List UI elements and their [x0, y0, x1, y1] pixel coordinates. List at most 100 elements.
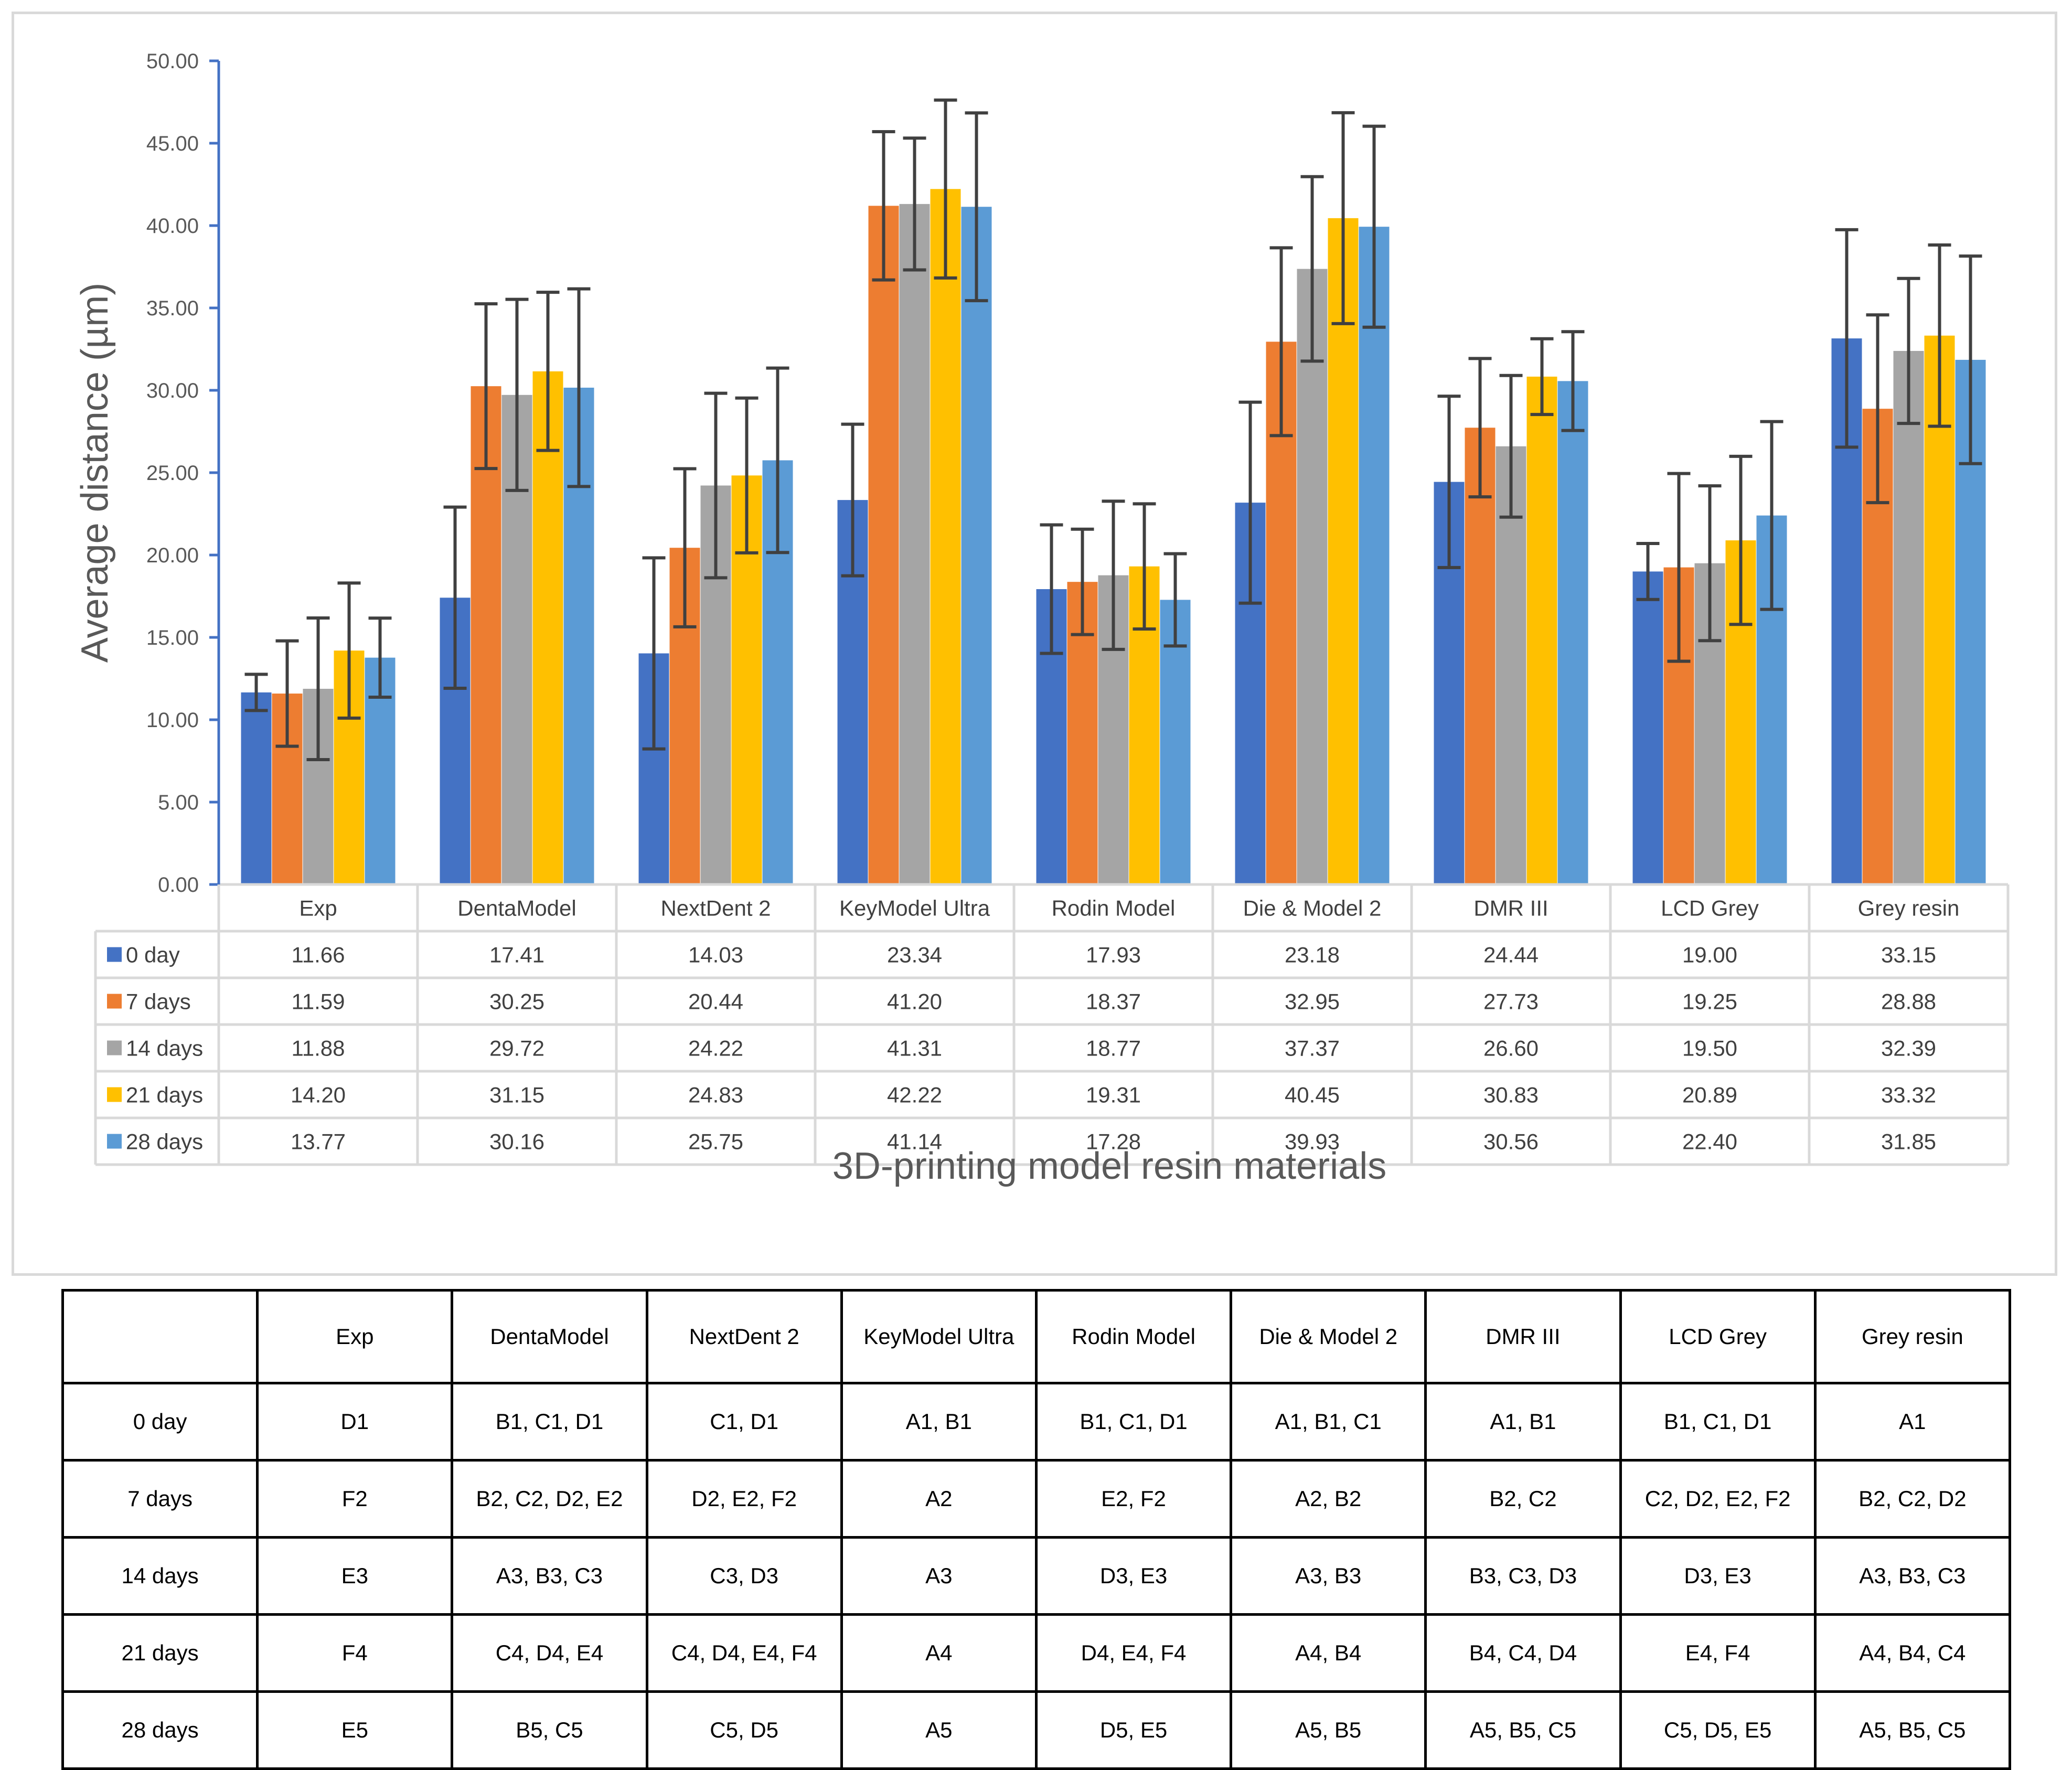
- data-label: 17.41: [489, 943, 544, 967]
- letters-cell: A3, B3, C3: [451, 1536, 648, 1616]
- data-table-layer: Exp DentaModel NextDent 2 KeyModel Ultra Rod…: [94, 61, 2010, 1166]
- letters-header-cell: Grey resin: [1813, 1289, 2012, 1384]
- data-label: 41.20: [887, 989, 942, 1014]
- letters-cell: A1: [1813, 1382, 2012, 1462]
- letters-cell: A3: [840, 1536, 1038, 1616]
- letters-cell: B2, C2: [1424, 1459, 1622, 1539]
- letters-cell: E2, F2: [1034, 1459, 1233, 1539]
- bar: [532, 371, 563, 884]
- bar: [899, 204, 930, 885]
- letters-header-row: Exp DentaModel NextDent 2 KeyModel Ultra Rod…: [61, 1289, 2012, 1384]
- letters-header-cell: KeyModel Ultra: [840, 1289, 1038, 1384]
- data-label: 30.83: [1483, 1083, 1539, 1107]
- letters-cell: A1, B1: [1424, 1382, 1622, 1462]
- chart-frame: 0.00 5.00 10.00 15.00 20.00 25.00 30.00 35.00 40…: [12, 12, 2057, 1276]
- letters-cell: B5, C5: [451, 1690, 648, 1770]
- data-label: 41.14: [887, 1129, 942, 1154]
- legend-swatch: [107, 1040, 122, 1055]
- y-tick-label: 35.00: [146, 297, 199, 320]
- letters-cell: A5: [840, 1690, 1038, 1770]
- letters-cell: D4, E4, F4: [1034, 1613, 1233, 1693]
- category-label: Rodin Model: [1052, 896, 1176, 921]
- category-label: Grey resin: [1858, 896, 1960, 921]
- legend-label: 14 days: [126, 1036, 203, 1061]
- letters-cell: F2: [256, 1459, 454, 1539]
- y-tick-label: 10.00: [146, 709, 199, 732]
- letters-cell: B1, C1, D1: [1619, 1382, 1817, 1462]
- letters-cell: C2, D2, E2, F2: [1619, 1459, 1817, 1539]
- bar: [930, 189, 961, 884]
- letters-cell: C3, D3: [645, 1536, 843, 1616]
- data-label: 24.44: [1483, 943, 1539, 967]
- letters-cell: B2, C2, D2, E2: [451, 1459, 648, 1539]
- letters-cell: B2, C2, D2: [1813, 1459, 2012, 1539]
- bar: [1893, 350, 1924, 884]
- bar: [241, 692, 272, 884]
- letters-row-label: 7 days: [61, 1459, 259, 1539]
- letters-header-cell: Rodin Model: [1034, 1289, 1233, 1384]
- y-tick-label: 40.00: [146, 215, 199, 238]
- bar-chart: 0.00 5.00 10.00 15.00 20.00 25.00 30.00 35.00 40…: [74, 50, 2010, 1187]
- data-label: 26.60: [1483, 1036, 1539, 1061]
- bar: [1496, 446, 1526, 884]
- letters-cell: D3, E3: [1034, 1536, 1233, 1616]
- data-label: 22.40: [1682, 1129, 1737, 1154]
- bar: [868, 206, 899, 884]
- data-label: 32.95: [1285, 989, 1340, 1014]
- data-label: 11.59: [292, 989, 345, 1014]
- letters-cell: B1, C1, D1: [1034, 1382, 1233, 1462]
- data-label: 23.18: [1285, 943, 1340, 967]
- data-label: 18.77: [1086, 1036, 1141, 1061]
- letters-cell: C5, D5, E5: [1619, 1690, 1817, 1770]
- letters-cell: A2: [840, 1459, 1038, 1539]
- data-label: 30.16: [489, 1129, 544, 1154]
- y-axis-title: Average distance (µm): [74, 283, 116, 663]
- data-label: 41.31: [887, 1036, 942, 1061]
- legend-label: 0 day: [126, 943, 180, 967]
- letters-cell: D3, E3: [1619, 1536, 1817, 1616]
- legend-label: 21 days: [126, 1083, 203, 1107]
- letters-cell: A2, B2: [1230, 1459, 1427, 1539]
- letters-cell: C5, D5: [645, 1690, 843, 1770]
- data-label: 30.25: [489, 989, 544, 1014]
- data-label: 13.77: [291, 1129, 346, 1154]
- letters-row: 7 days F2 B2, C2, D2, E2 D2, E2, F2 A2 E2, F2…: [61, 1459, 2012, 1539]
- letters-row: 28 days E5 B5, C5 C5, D5 A5 D5, E5 A5, B5 A5, B…: [61, 1690, 2012, 1770]
- data-label: 19.00: [1682, 943, 1737, 967]
- letters-cell: D2, E2, F2: [645, 1459, 843, 1539]
- category-label: Exp: [299, 896, 337, 921]
- data-label: 25.75: [688, 1129, 743, 1154]
- letters-header-cell: Die & Model 2: [1230, 1289, 1427, 1384]
- letters-cell: B1, C1, D1: [451, 1382, 648, 1462]
- bar: [1465, 428, 1496, 884]
- letters-row-label: 21 days: [61, 1613, 259, 1693]
- bar: [1328, 218, 1359, 884]
- legend-swatch: [107, 994, 122, 1009]
- category-label: NextDent 2: [660, 896, 771, 921]
- data-label: 37.37: [1285, 1036, 1340, 1061]
- data-label: 40.45: [1285, 1083, 1340, 1107]
- letters-row: 0 day D1 B1, C1, D1 C1, D1 A1, B1 B1, C1, D1 A…: [61, 1382, 2012, 1462]
- letters-cell: A4: [840, 1613, 1038, 1693]
- letters-row: 21 days F4 C4, D4, E4 C4, D4, E4, F4 A4 D4, E…: [61, 1613, 2012, 1693]
- legend-swatch: [107, 947, 122, 962]
- data-label: 24.22: [688, 1036, 743, 1061]
- data-label: 42.22: [887, 1083, 942, 1107]
- letters-row-label: 14 days: [61, 1536, 259, 1616]
- letters-row-label: 28 days: [61, 1690, 259, 1770]
- category-label: DMR III: [1473, 896, 1548, 921]
- letters-cell: A5, B5, C5: [1813, 1690, 2012, 1770]
- letters-cell: C4, D4, E4: [451, 1613, 648, 1693]
- data-label: 33.15: [1881, 943, 1936, 967]
- data-label: 39.93: [1285, 1129, 1340, 1154]
- letters-header-cell: DentaModel: [451, 1289, 648, 1384]
- legend-label: 28 days: [126, 1129, 203, 1154]
- letters-cell: A1, B1, C1: [1230, 1382, 1427, 1462]
- data-label: 17.28: [1086, 1129, 1141, 1154]
- letters-row: 14 days E3 A3, B3, C3 C3, D3 A3 D3, E3 A3, B3 B…: [61, 1536, 2012, 1616]
- data-label: 27.73: [1483, 989, 1539, 1014]
- bar: [961, 207, 992, 885]
- letters-cell: A5, B5: [1230, 1690, 1427, 1770]
- letters-cell: D1: [256, 1382, 454, 1462]
- letters-cell: A3, B3, C3: [1813, 1536, 2012, 1616]
